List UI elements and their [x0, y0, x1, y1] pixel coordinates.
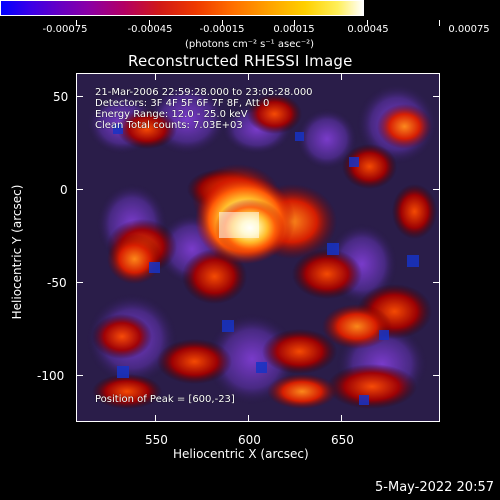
- colorbar-tick-label: 0.00075: [448, 24, 490, 35]
- footer-date: 5-May-2022 20:57: [375, 480, 494, 495]
- plot-title: Reconstructed RHESSI Image: [128, 52, 353, 70]
- x-tick-label: 650: [331, 433, 354, 447]
- energy-annotation: Energy Range: 12.0 - 25.0 keV: [95, 109, 248, 120]
- colorbar-tick-label: -0.00075: [42, 24, 88, 35]
- y-tick-label: -100: [37, 369, 65, 383]
- colorbar-tick-label: -0.00045: [127, 24, 173, 35]
- colorbar-tick-label: 0.00045: [347, 24, 389, 35]
- colorbar-units: (photons cm⁻² s⁻¹ asec⁻²): [185, 39, 315, 50]
- y-tick-label: -50: [47, 276, 67, 290]
- peak-annotation: Position of Peak = [600,-23]: [95, 394, 235, 405]
- colorbar-tick-label: 0.00015: [273, 24, 315, 35]
- image-panel: 21-Mar-2006 22:59:28.000 to 23:05:28.000…: [76, 73, 440, 422]
- rhessi-heatmap: [77, 74, 439, 421]
- y-axis-label: Heliocentric Y (arcsec): [10, 184, 24, 320]
- y-tick-label: 0: [60, 183, 68, 197]
- x-axis-label: Heliocentric X (arcsec): [173, 447, 309, 461]
- colorbar-tick-label: -0.00015: [199, 24, 245, 35]
- colorbar: [0, 0, 364, 16]
- x-tick-label: 550: [145, 433, 168, 447]
- time-range-annotation: 21-Mar-2006 22:59:28.000 to 23:05:28.000: [95, 87, 313, 98]
- detectors-annotation: Detectors: 3F 4F 5F 6F 7F 8F, Att 0: [95, 98, 270, 109]
- clean-annotation: Clean Total counts: 7.03E+03: [95, 120, 243, 131]
- x-tick-label: 600: [238, 433, 261, 447]
- y-tick-label: 50: [53, 90, 69, 104]
